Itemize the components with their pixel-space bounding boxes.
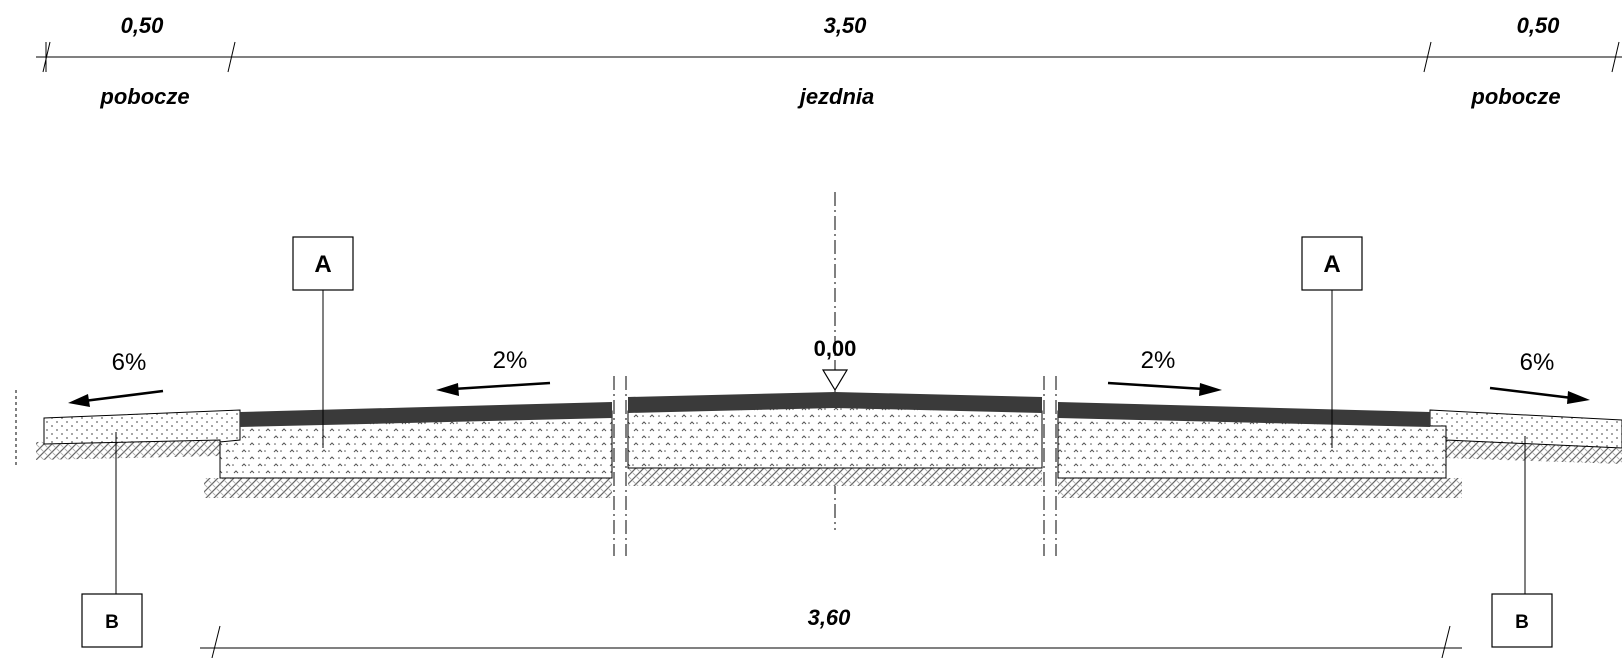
slope-arrow-right-lane	[1107, 381, 1222, 396]
tag-a-left-label: A	[314, 251, 331, 278]
elevation-triangle-icon	[821, 369, 849, 392]
zone-label-right-shoulder: pobocze	[1470, 84, 1560, 109]
slope-label-right-lane: 2%	[1141, 347, 1176, 374]
tag-a-right-box	[1301, 236, 1363, 291]
slope-arrow-right-shoulder	[1489, 386, 1590, 404]
dimension-roadway: 3,50	[824, 13, 868, 38]
slope-arrow-left-lane	[436, 381, 551, 396]
dimension-right-shoulder: 0,50	[1517, 13, 1561, 38]
tag-b-right-label: B	[1515, 612, 1529, 633]
bottom-dimension-line	[200, 625, 1462, 658]
base-course-center	[627, 405, 1043, 469]
dimension-bottom-width: 3,60	[808, 605, 852, 630]
subgrade-center	[628, 468, 1042, 486]
zone-label-roadway: jezdnia	[797, 84, 875, 109]
slope-label-left-shoulder: 6%	[112, 349, 147, 376]
tag-b-left-label: B	[105, 612, 119, 633]
asphalt-left	[240, 402, 612, 427]
slope-label-right-shoulder: 6%	[1520, 349, 1555, 376]
section-break-left	[613, 376, 627, 556]
dimension-left-shoulder: 0,50	[121, 13, 165, 38]
subgrade-right	[1058, 478, 1462, 498]
tag-a-right-label: A	[1323, 251, 1340, 278]
top-dimension-line	[36, 41, 1622, 73]
tag-b-left-box	[81, 593, 143, 648]
slope-label-left-lane: 2%	[493, 347, 528, 374]
slope-arrow-left-shoulder	[68, 389, 164, 407]
subgrade-left	[204, 478, 612, 498]
shoulder-fill-left	[43, 409, 241, 445]
tag-b-right-box	[1491, 593, 1553, 648]
asphalt-right	[1058, 402, 1430, 427]
asphalt-center	[628, 392, 1042, 413]
section-break-right	[1043, 376, 1057, 556]
zone-label-left-shoulder: pobocze	[99, 84, 189, 109]
elevation-label: 0,00	[814, 336, 857, 361]
tag-a-left-box	[292, 236, 354, 291]
